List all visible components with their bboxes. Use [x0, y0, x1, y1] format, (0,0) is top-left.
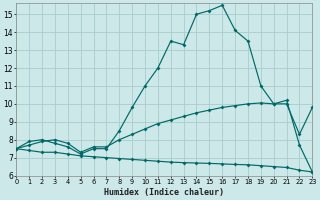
X-axis label: Humidex (Indice chaleur): Humidex (Indice chaleur) — [104, 188, 224, 197]
